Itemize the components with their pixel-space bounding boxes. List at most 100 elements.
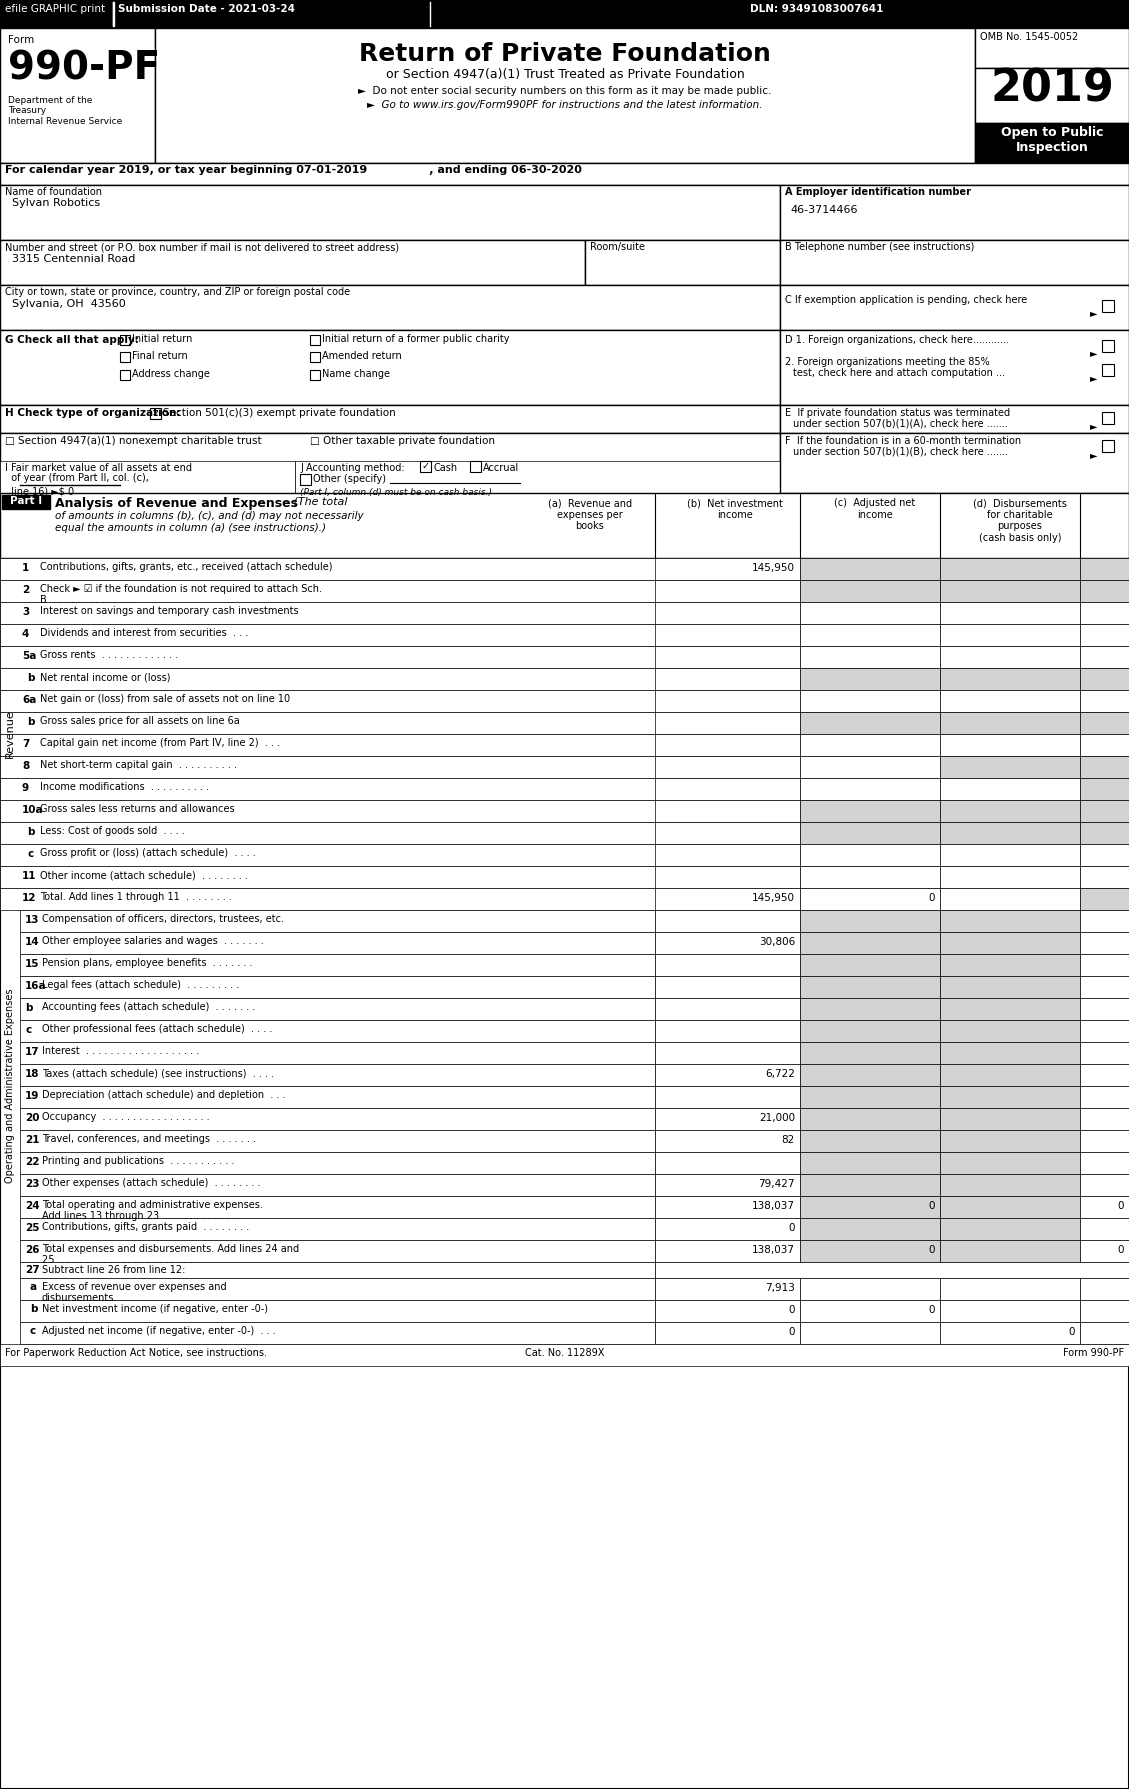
Text: Sylvania, OH  43560: Sylvania, OH 43560 xyxy=(12,299,125,309)
Bar xyxy=(800,667,940,691)
Text: Revenue: Revenue xyxy=(5,710,15,759)
Text: 0: 0 xyxy=(1068,1327,1075,1336)
Bar xyxy=(1080,887,1129,911)
Bar xyxy=(780,329,1129,404)
Text: Adjusted net income (if negative, enter -0-)  . . .: Adjusted net income (if negative, enter … xyxy=(42,1326,275,1336)
Bar xyxy=(655,1131,800,1152)
Text: 0: 0 xyxy=(788,1224,795,1233)
Text: Printing and publications  . . . . . . . . . . .: Printing and publications . . . . . . . … xyxy=(42,1156,235,1166)
Bar xyxy=(20,1240,655,1261)
Bar xyxy=(940,1064,1080,1086)
Text: D 1. Foreign organizations, check here............: D 1. Foreign organizations, check here..… xyxy=(785,335,1009,345)
Bar xyxy=(0,29,155,163)
Bar xyxy=(940,558,1080,580)
Bar xyxy=(655,844,800,866)
Text: 7,913: 7,913 xyxy=(765,1283,795,1293)
Bar xyxy=(800,1174,940,1197)
Bar xyxy=(940,691,1080,712)
Text: 7: 7 xyxy=(21,739,29,750)
Bar xyxy=(940,603,1080,624)
Bar xyxy=(1080,646,1129,667)
Bar xyxy=(1102,340,1114,352)
Text: 8: 8 xyxy=(21,760,29,771)
Bar xyxy=(655,1322,800,1344)
Text: 1: 1 xyxy=(21,564,29,572)
Bar xyxy=(1080,1131,1129,1152)
Bar xyxy=(1080,1064,1129,1086)
Bar xyxy=(780,284,1129,329)
Bar xyxy=(0,329,780,404)
Bar xyxy=(20,1277,655,1301)
Bar xyxy=(295,462,785,494)
Text: ►: ► xyxy=(1089,372,1097,383)
Text: 145,950: 145,950 xyxy=(752,564,795,572)
Bar xyxy=(800,757,940,778)
Text: 4: 4 xyxy=(21,630,29,639)
Bar xyxy=(800,1322,940,1344)
Bar xyxy=(940,977,1080,998)
Bar xyxy=(940,712,1080,733)
Bar xyxy=(1080,1041,1129,1064)
Text: 15: 15 xyxy=(25,959,40,970)
Bar xyxy=(655,1277,800,1301)
Text: Name change: Name change xyxy=(322,369,390,379)
Bar xyxy=(0,844,1129,866)
Text: Total expenses and disbursements. Add lines 24 and: Total expenses and disbursements. Add li… xyxy=(42,1243,299,1254)
Bar xyxy=(1080,1218,1129,1240)
Text: 0: 0 xyxy=(928,893,935,903)
Text: 24: 24 xyxy=(25,1200,40,1211)
Bar xyxy=(940,733,1080,757)
Text: 990-PF: 990-PF xyxy=(8,50,160,88)
Text: J Accounting method:: J Accounting method: xyxy=(300,463,404,472)
Text: 0: 0 xyxy=(1118,1200,1124,1211)
Bar xyxy=(800,887,940,911)
Bar xyxy=(2,496,50,510)
Bar xyxy=(1080,1020,1129,1041)
Bar xyxy=(20,1218,655,1240)
Bar xyxy=(780,184,1129,240)
Bar xyxy=(310,335,320,345)
Bar xyxy=(800,866,940,887)
Bar xyxy=(800,733,940,757)
Bar xyxy=(975,29,1129,68)
Text: OMB No. 1545-0052: OMB No. 1545-0052 xyxy=(980,32,1078,41)
Bar xyxy=(780,240,1129,284)
Text: 19: 19 xyxy=(25,1091,40,1100)
Bar xyxy=(1080,1152,1129,1174)
Bar xyxy=(1080,691,1129,712)
Bar xyxy=(0,284,780,329)
Text: E  If private foundation status was terminated: E If private foundation status was termi… xyxy=(785,408,1010,419)
Text: ✓: ✓ xyxy=(151,408,159,419)
Bar xyxy=(940,1218,1080,1240)
Bar xyxy=(1080,1107,1129,1131)
Bar xyxy=(800,1020,940,1041)
Bar xyxy=(20,1131,655,1152)
Text: Department of the
Treasury
Internal Revenue Service: Department of the Treasury Internal Reve… xyxy=(8,97,122,125)
Text: (b)  Net investment
income: (b) Net investment income xyxy=(688,497,782,519)
Text: Contributions, gifts, grants, etc., received (attach schedule): Contributions, gifts, grants, etc., rece… xyxy=(40,562,333,572)
Text: F  If the foundation is in a 60-month termination: F If the foundation is in a 60-month ter… xyxy=(785,437,1021,445)
Text: Open to Public
Inspection: Open to Public Inspection xyxy=(1000,125,1103,154)
Text: Less: Cost of goods sold  . . . .: Less: Cost of goods sold . . . . xyxy=(40,827,185,835)
Bar xyxy=(1080,667,1129,691)
Bar xyxy=(20,1174,655,1197)
Text: Dividends and interest from securities  . . .: Dividends and interest from securities .… xyxy=(40,628,248,639)
Bar xyxy=(800,1107,940,1131)
Bar xyxy=(940,1041,1080,1064)
Bar xyxy=(940,821,1080,844)
Bar xyxy=(655,1301,800,1322)
Bar xyxy=(20,1261,655,1277)
Bar xyxy=(655,580,800,603)
Bar xyxy=(655,954,800,977)
Text: City or town, state or province, country, and ZIP or foreign postal code: City or town, state or province, country… xyxy=(5,286,350,297)
Text: ►: ► xyxy=(1089,420,1097,431)
Bar xyxy=(655,932,800,954)
Bar xyxy=(0,624,1129,646)
Bar xyxy=(0,866,1129,887)
Text: Other expenses (attach schedule)  . . . . . . . .: Other expenses (attach schedule) . . . .… xyxy=(42,1177,261,1188)
Text: Total operating and administrative expenses.: Total operating and administrative expen… xyxy=(42,1200,263,1209)
Bar xyxy=(655,800,800,821)
Text: Name of foundation: Name of foundation xyxy=(5,188,102,197)
Bar xyxy=(1080,998,1129,1020)
Bar xyxy=(1102,301,1114,311)
